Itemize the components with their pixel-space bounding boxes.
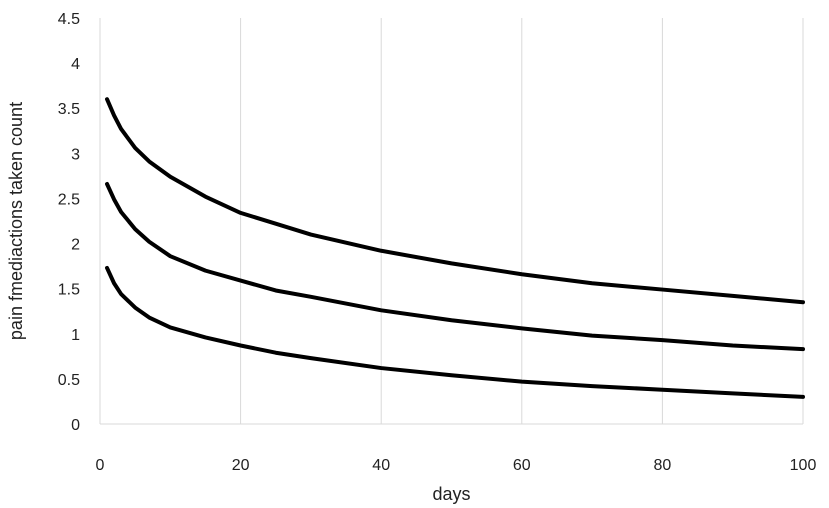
y-tick-label: 2.5 bbox=[58, 191, 80, 208]
x-tick-label: 60 bbox=[513, 457, 531, 474]
series-line-1 bbox=[105, 97, 805, 305]
y-tick-label: 0.5 bbox=[58, 372, 80, 389]
y-tick-label: 2 bbox=[71, 237, 80, 254]
vertical-gridlines bbox=[99, 18, 804, 425]
y-tick-label: 1.5 bbox=[58, 282, 80, 299]
y-axis-tick-labels: 0 0.5 1 1.5 2 2.5 3 3.5 4 4.5 bbox=[58, 11, 80, 434]
series-line-3 bbox=[105, 265, 805, 399]
x-tick-label: 80 bbox=[654, 457, 672, 474]
x-axis-title: days bbox=[432, 484, 470, 504]
x-tick-label: 0 bbox=[96, 457, 105, 474]
y-tick-label: 0 bbox=[71, 417, 80, 434]
y-tick-label: 4 bbox=[71, 56, 80, 73]
y-tick-label: 3 bbox=[71, 146, 80, 163]
series-lines bbox=[105, 97, 805, 399]
series-line-2 bbox=[105, 182, 805, 352]
y-tick-label: 3.5 bbox=[58, 101, 80, 118]
x-tick-label: 100 bbox=[790, 457, 817, 474]
x-tick-label: 20 bbox=[232, 457, 250, 474]
x-tick-label: 40 bbox=[372, 457, 390, 474]
y-axis-title: pain fmediactions taken count bbox=[6, 102, 26, 340]
y-tick-label: 4.5 bbox=[58, 11, 80, 28]
y-tick-label: 1 bbox=[71, 327, 80, 344]
x-axis-tick-labels: 0 20 40 60 80 100 bbox=[96, 457, 817, 474]
